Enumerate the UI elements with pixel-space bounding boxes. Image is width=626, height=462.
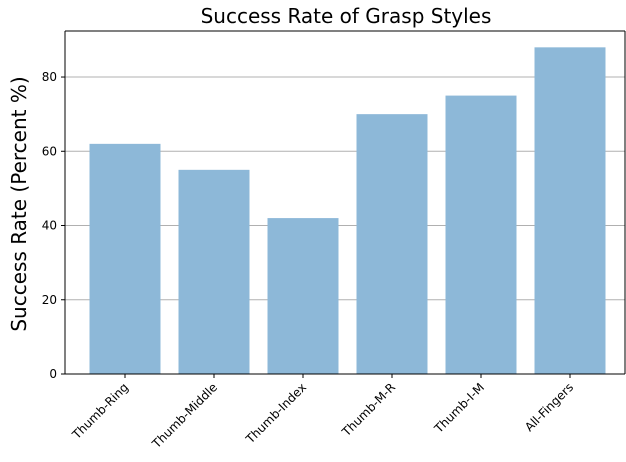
bar [178, 169, 250, 374]
x-ticks: Thumb-Ring Thumb-Middle Thumb-Index Thumb-M… [69, 374, 576, 452]
x-tick-label: Thumb-I-M [431, 380, 487, 436]
y-tick-label: 60 [42, 144, 57, 158]
y-tick-label: 0 [49, 367, 57, 381]
x-tick-label: All-Fingers [522, 380, 576, 434]
y-tick-label: 40 [42, 219, 57, 233]
chart-title: Success Rate of Grasp Styles [201, 4, 492, 28]
y-tick-label: 80 [42, 70, 57, 84]
x-tick-label: Thumb-Ring [69, 380, 131, 442]
axes [64, 30, 626, 375]
bar [356, 114, 428, 374]
y-ticks: 0 20 40 60 80 [42, 70, 65, 381]
bar [445, 95, 517, 374]
y-axis-label: Success Rate (Percent %) [7, 76, 31, 331]
y-tick-label: 20 [42, 293, 57, 307]
bar [267, 218, 339, 374]
bars [89, 47, 606, 374]
x-tick-label: Thumb-Middle [149, 380, 220, 451]
x-tick-label: Thumb-Index [242, 380, 309, 447]
x-tick-label: Thumb-M-R [339, 380, 399, 440]
bar [89, 143, 161, 374]
bar [534, 47, 606, 374]
